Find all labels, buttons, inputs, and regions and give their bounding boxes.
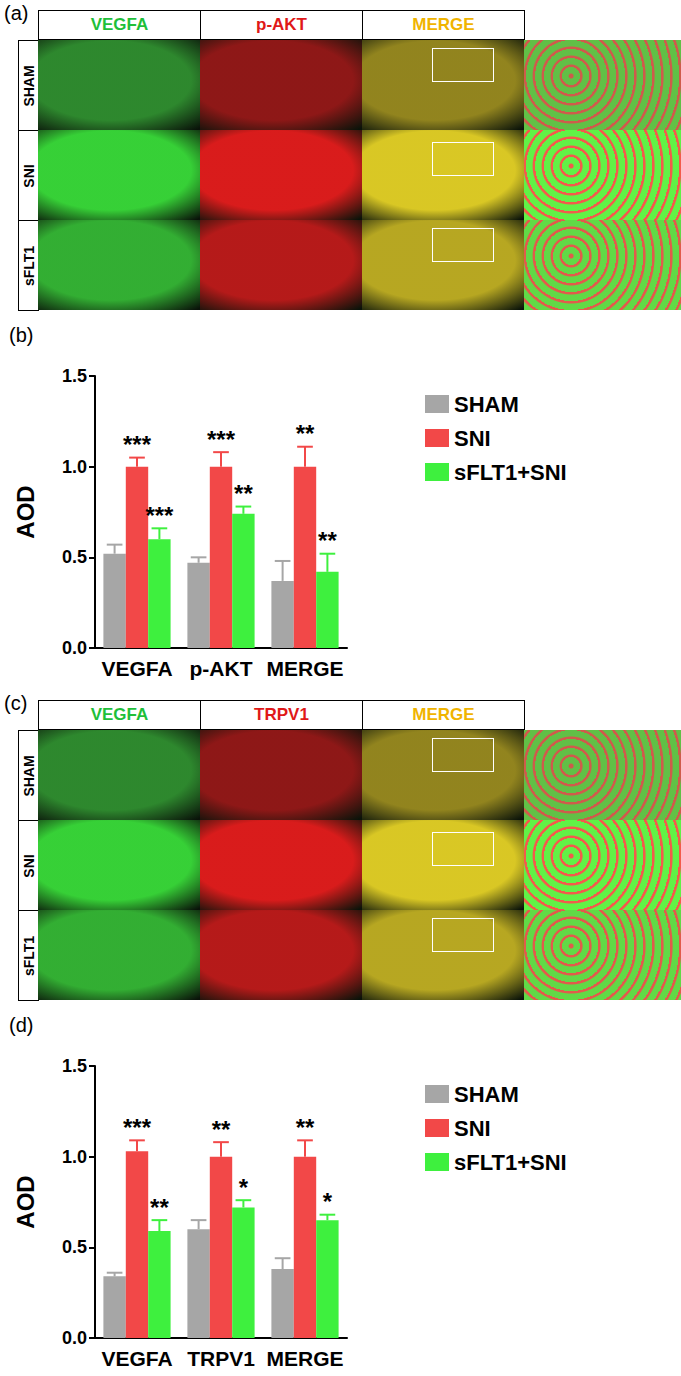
svg-text:VEGFA: VEGFA <box>101 657 172 680</box>
svg-text:SHAM: SHAM <box>454 1082 519 1107</box>
svg-text:***: *** <box>145 502 174 529</box>
svg-text:***: *** <box>123 1114 152 1141</box>
svg-text:sFLT1+SNI: sFLT1+SNI <box>454 460 567 485</box>
svg-text:MERGE: MERGE <box>266 1347 343 1370</box>
svg-text:***: *** <box>123 431 152 458</box>
svg-text:*: * <box>323 1188 333 1215</box>
html-text:MERGE: MERGE <box>412 15 475 34</box>
svg-text:0.5: 0.5 <box>62 547 87 567</box>
html-text:SNI: SNI <box>20 163 37 188</box>
html-text:VEGFA: VEGFA <box>90 705 149 724</box>
svg-text:**: ** <box>212 1116 231 1143</box>
svg-text:*: * <box>239 1174 249 1201</box>
html-text:(c): (c) <box>4 692 28 714</box>
svg-text:0.0: 0.0 <box>62 638 87 658</box>
html-text:sFLT1: sFLT1 <box>20 245 37 286</box>
svg-text:SNI: SNI <box>454 1116 491 1141</box>
svg-text:1.5: 1.5 <box>62 366 87 386</box>
svg-text:1.0: 1.0 <box>62 457 87 477</box>
html-text:TRPV1: TRPV1 <box>254 705 309 724</box>
svg-text:VEGFA: VEGFA <box>101 1347 172 1370</box>
svg-text:SHAM: SHAM <box>454 392 519 417</box>
svg-text:1.5: 1.5 <box>62 1056 87 1076</box>
svg-text:(d): (d) <box>9 1014 33 1036</box>
html-text:SNI: SNI <box>20 853 37 878</box>
svg-text:**: ** <box>318 527 337 554</box>
svg-text:AOD: AOD <box>12 1175 39 1228</box>
html-text:p-AKT: p-AKT <box>256 15 307 34</box>
html-text:MERGE: MERGE <box>412 705 475 724</box>
html-text:(a): (a) <box>4 2 29 24</box>
html-text:SHAM: SHAM <box>20 754 37 797</box>
svg-text:SNI: SNI <box>454 426 491 451</box>
svg-text:AOD: AOD <box>12 485 39 538</box>
svg-text:p-AKT: p-AKT <box>190 657 253 680</box>
html-text:VEGFA: VEGFA <box>90 15 149 34</box>
svg-text:(b): (b) <box>9 324 33 346</box>
html-text:sFLT1: sFLT1 <box>20 935 37 976</box>
svg-text:sFLT1+SNI: sFLT1+SNI <box>454 1150 567 1175</box>
svg-text:0.0: 0.0 <box>62 1328 87 1348</box>
svg-text:TRPV1: TRPV1 <box>187 1347 255 1370</box>
svg-text:**: ** <box>150 1194 169 1221</box>
svg-text:**: ** <box>296 1114 315 1141</box>
svg-text:**: ** <box>296 420 315 447</box>
svg-text:***: *** <box>207 426 236 453</box>
svg-text:1.0: 1.0 <box>62 1147 87 1167</box>
svg-text:**: ** <box>234 480 253 507</box>
html-text:SHAM: SHAM <box>20 64 37 107</box>
svg-text:0.5: 0.5 <box>62 1237 87 1257</box>
svg-text:MERGE: MERGE <box>266 657 343 680</box>
